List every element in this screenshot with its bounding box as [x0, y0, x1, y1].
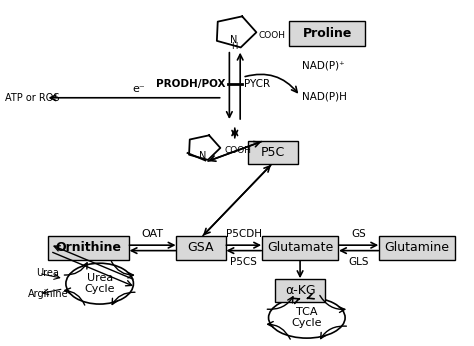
Text: P5CDH: P5CDH: [226, 229, 262, 239]
Text: Glutamine: Glutamine: [385, 242, 450, 254]
Text: P5CS: P5CS: [230, 257, 257, 267]
Text: GLS: GLS: [348, 257, 369, 267]
Text: H: H: [231, 42, 237, 51]
Text: COOH: COOH: [258, 30, 285, 40]
Text: N: N: [230, 35, 237, 45]
Text: NAD(P)H: NAD(P)H: [302, 91, 347, 101]
FancyBboxPatch shape: [248, 141, 298, 164]
Text: GS: GS: [351, 229, 366, 239]
FancyBboxPatch shape: [289, 21, 365, 46]
Text: Urea
Cycle: Urea Cycle: [84, 273, 115, 294]
Text: N: N: [199, 151, 206, 161]
Text: Glutamate: Glutamate: [267, 242, 333, 254]
Text: e⁻: e⁻: [132, 84, 145, 94]
Text: GSA: GSA: [188, 242, 214, 254]
Text: Ornithine: Ornithine: [55, 242, 121, 254]
Text: OAT: OAT: [142, 229, 164, 239]
FancyBboxPatch shape: [275, 279, 325, 301]
Text: PYCR: PYCR: [244, 79, 270, 89]
FancyBboxPatch shape: [176, 236, 226, 260]
Text: Proline: Proline: [302, 27, 352, 40]
Ellipse shape: [269, 297, 345, 338]
Text: α-KG: α-KG: [285, 284, 315, 297]
FancyBboxPatch shape: [262, 236, 338, 260]
FancyBboxPatch shape: [379, 236, 456, 260]
Text: COOH: COOH: [225, 146, 252, 155]
Text: PRODH/POX: PRODH/POX: [156, 79, 226, 89]
Text: Urea: Urea: [36, 268, 59, 279]
Text: P5C: P5C: [261, 146, 285, 159]
Text: TCA
Cycle: TCA Cycle: [292, 307, 322, 328]
FancyBboxPatch shape: [48, 236, 129, 260]
Text: Arginine: Arginine: [27, 289, 68, 299]
Text: NAD(P)⁺: NAD(P)⁺: [302, 61, 345, 71]
Text: ATP or ROS: ATP or ROS: [5, 93, 59, 103]
Ellipse shape: [66, 263, 134, 304]
